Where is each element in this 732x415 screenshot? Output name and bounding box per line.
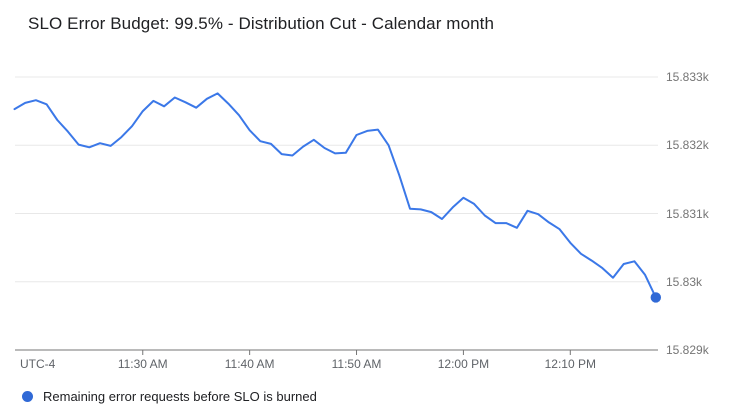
chart-title: SLO Error Budget: 99.5% - Distribution C… (28, 14, 495, 33)
legend-series-label: Remaining error requests before SLO is b… (43, 389, 317, 404)
series-endpoint-dot (650, 292, 661, 303)
utc-offset-label: UTC-4 (20, 357, 56, 371)
y-axis-tick-label: 15.83k (666, 274, 703, 289)
x-axis-tick-label: 11:30 AM (117, 357, 168, 371)
x-axis-tick-label: 11:40 AM (224, 357, 275, 371)
x-axis-tick-label: 12:10 PM (544, 357, 596, 371)
legend-series-dot-icon (22, 391, 33, 402)
y-axis-tick-label: 15.829k (666, 343, 709, 357)
y-axis-tick-label: 15.831k (666, 206, 709, 221)
y-axis-tick-label: 15.833k (666, 70, 709, 84)
legend[interactable]: Remaining error requests before SLO is b… (22, 389, 317, 404)
y-axis-tick-label: 15.832k (666, 138, 709, 153)
series-line (13, 92, 657, 299)
x-axis-tick-label: 11:50 AM (331, 357, 382, 371)
x-axis-tick-label: 12:00 PM (437, 357, 490, 371)
